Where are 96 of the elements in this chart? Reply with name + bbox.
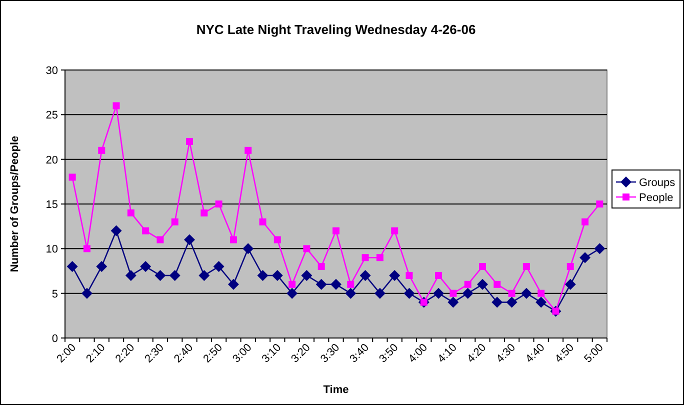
point [476,278,488,290]
point [580,252,591,264]
point [450,290,457,297]
point [272,270,283,281]
x-tick-label: 2:30 [142,342,166,366]
point [538,290,545,297]
point [200,209,208,216]
point [171,218,178,226]
point [462,288,474,299]
y-tick-label: 10 [46,244,58,256]
x-tick-label: 4:30 [494,342,518,366]
point [330,278,342,290]
point [215,200,222,208]
point [286,288,298,299]
point [142,227,150,234]
point [169,270,180,281]
x-tick-label: 4:20 [464,342,489,366]
y-tick-label: 5 [52,288,58,300]
x-tick-label: 5:00 [582,342,606,366]
point [404,288,415,299]
x-tick-label: 4:10 [436,342,460,366]
x-tick-label: 3:30 [318,342,342,366]
point [288,280,296,288]
point [318,263,325,270]
y-tick-label: 25 [46,110,58,122]
point [345,288,356,299]
point [98,146,106,154]
point [127,209,134,216]
point [389,270,400,281]
point [213,261,224,272]
x-tick-label: 2:50 [201,342,225,366]
y-axis-title: Number of Groups/People [9,136,21,272]
point [184,234,196,246]
point [596,200,604,208]
point [332,227,340,234]
point [154,270,166,281]
point [374,288,386,299]
point [522,263,530,270]
point [230,236,237,244]
point [594,243,606,254]
point [362,254,369,262]
y-tick-label: 15 [46,199,58,211]
point [360,270,371,281]
point [112,102,120,110]
point [406,272,413,279]
x-tick-label: 3:00 [230,342,254,366]
point [506,296,518,308]
point [433,288,444,299]
point [316,278,327,290]
point [96,261,108,272]
x-axis-title: Time [323,384,349,396]
x-tick-label: 4:50 [552,342,576,366]
point [520,288,532,299]
point [448,296,459,308]
point [186,138,194,145]
x-tick-label: 4:00 [406,342,430,366]
point [198,270,210,281]
point [81,288,92,299]
point [376,254,384,262]
y-tick-label: 30 [46,65,58,77]
point [156,236,164,244]
point [464,280,472,288]
point [274,236,281,244]
point [66,261,78,272]
point [83,245,90,252]
point [244,146,252,154]
x-tick-label: 3:10 [260,342,284,366]
x-tick-label: 4:40 [524,342,548,366]
point [508,290,516,297]
point [259,218,266,226]
point [582,218,589,226]
x-tick-label: 3:40 [348,342,372,366]
point [391,227,398,234]
point [257,270,268,281]
point [140,261,152,272]
y-tick-label: 20 [46,154,58,166]
point [303,245,310,252]
point [492,296,503,308]
point [536,296,547,308]
chart-title: NYC Late Night Traveling Wednesday 4-26-06 [196,22,476,37]
point [435,272,442,279]
point [347,280,354,288]
legend-label: Groups [639,177,676,189]
legend-label: People [639,192,674,204]
point [564,278,576,290]
point [228,278,239,290]
point [110,225,122,236]
point [566,263,574,270]
x-tick-label: 3:50 [377,342,401,366]
point [68,174,76,181]
point [125,270,136,281]
point [242,243,254,254]
point [301,270,312,281]
point [494,280,501,288]
point [478,263,486,270]
x-tick-label: 3:20 [289,342,313,366]
